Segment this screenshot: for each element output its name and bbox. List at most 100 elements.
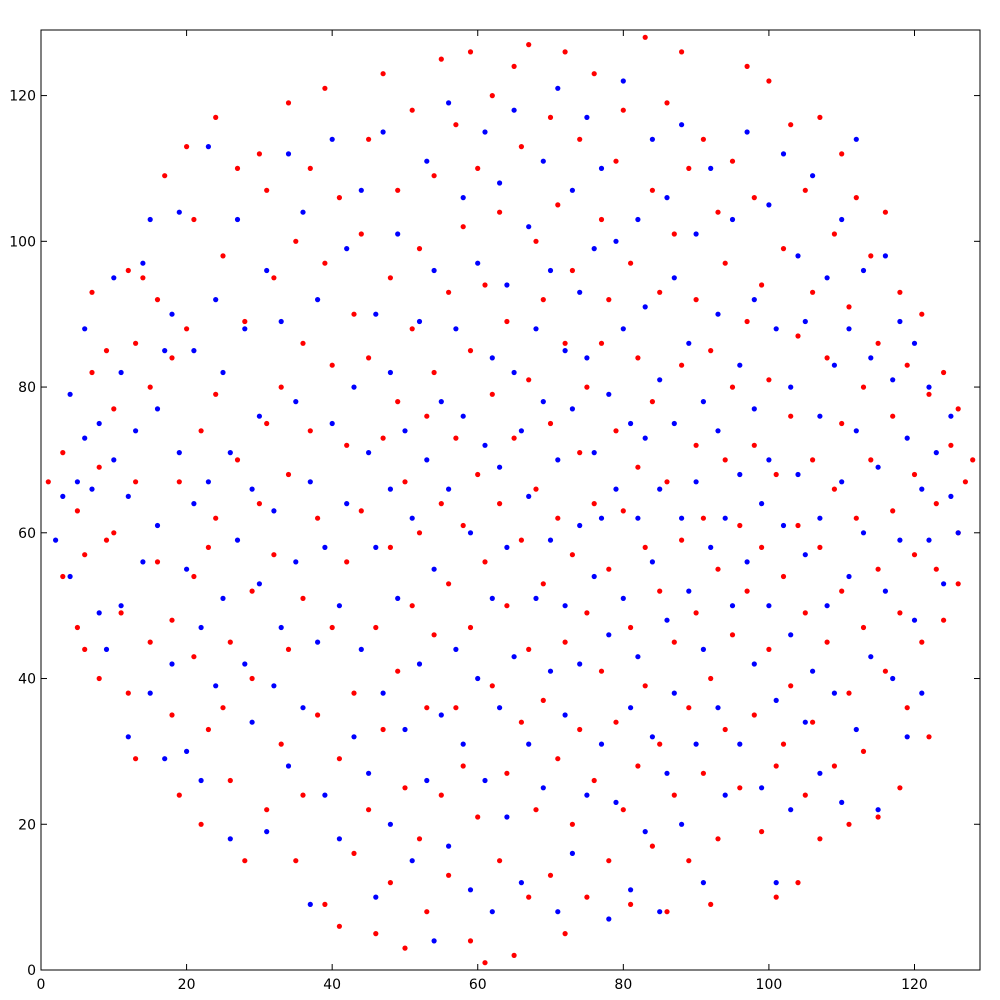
data-point (766, 603, 772, 609)
data-point (729, 384, 736, 390)
data-point (336, 836, 342, 842)
data-point (577, 136, 583, 142)
data-point (744, 588, 750, 594)
data-point (751, 442, 757, 448)
data-point (453, 122, 459, 128)
data-point (911, 617, 918, 623)
data-point (373, 894, 379, 900)
data-point (686, 340, 692, 346)
data-point (853, 515, 859, 521)
data-point (831, 763, 838, 769)
data-point (409, 326, 415, 332)
data-point (802, 318, 808, 325)
data-point (569, 850, 576, 857)
data-point (882, 209, 889, 215)
data-point (234, 216, 241, 223)
data-point (628, 420, 634, 427)
data-point (773, 894, 779, 900)
data-point (606, 858, 612, 864)
data-point (511, 952, 517, 959)
data-point (242, 326, 248, 332)
data-point (446, 289, 452, 295)
data-point (205, 544, 211, 551)
data-point (780, 573, 787, 580)
data-point (242, 661, 248, 667)
data-point (351, 311, 357, 317)
data-point (766, 646, 772, 653)
data-point (933, 450, 939, 456)
data-point (642, 304, 648, 310)
data-point (169, 661, 175, 667)
data-point (540, 399, 546, 405)
data-point (802, 610, 808, 616)
data-point (591, 71, 597, 77)
data-point (686, 165, 692, 171)
data-point (67, 573, 73, 580)
data-point (890, 675, 896, 682)
data-point (729, 632, 736, 638)
data-point (380, 71, 386, 77)
data-point (795, 333, 801, 339)
data-point (613, 799, 619, 806)
data-point (169, 311, 175, 317)
data-point (489, 391, 495, 397)
data-point (955, 581, 961, 587)
data-point (911, 340, 918, 346)
data-point (577, 661, 583, 667)
data-point (169, 355, 175, 361)
data-point (911, 552, 918, 558)
data-point (497, 209, 503, 215)
data-point (824, 603, 830, 609)
data-point (569, 552, 576, 558)
data-point (380, 129, 386, 135)
data-point (118, 369, 124, 376)
data-point (213, 683, 219, 689)
data-point (387, 275, 393, 281)
data-point (89, 289, 95, 295)
data-point (715, 209, 721, 215)
data-point (154, 406, 161, 412)
data-point (329, 624, 335, 631)
data-point (620, 326, 626, 332)
data-point (657, 741, 663, 747)
data-point (788, 807, 794, 813)
data-point (897, 289, 903, 295)
data-point (598, 515, 605, 521)
data-point (300, 595, 306, 602)
data-point (467, 938, 474, 944)
y-tick-label: 120 (9, 89, 36, 105)
data-point (708, 675, 714, 682)
data-point (664, 100, 670, 106)
data-point (584, 355, 590, 361)
data-point (184, 144, 190, 150)
data-point (518, 719, 525, 725)
data-point (788, 413, 794, 419)
data-point (475, 675, 481, 682)
data-point (562, 931, 568, 937)
data-point (533, 807, 539, 813)
data-point (366, 450, 372, 456)
data-point (336, 195, 342, 201)
data-point (489, 355, 495, 361)
data-point (598, 668, 605, 674)
data-point (962, 479, 969, 485)
data-point (810, 668, 816, 674)
data-point (649, 399, 656, 405)
data-point (351, 384, 357, 390)
data-point (613, 486, 619, 492)
data-point (125, 734, 131, 740)
data-point (846, 821, 852, 827)
data-point (271, 275, 277, 281)
data-point (264, 807, 270, 813)
data-point (926, 391, 932, 397)
data-point (569, 406, 576, 412)
data-point (293, 858, 299, 864)
data-point (591, 246, 597, 252)
data-point (184, 566, 190, 572)
data-point (773, 697, 779, 704)
data-point (205, 144, 211, 150)
data-point (759, 282, 765, 288)
data-point (133, 340, 139, 346)
data-point (773, 471, 779, 478)
data-point (526, 224, 532, 230)
